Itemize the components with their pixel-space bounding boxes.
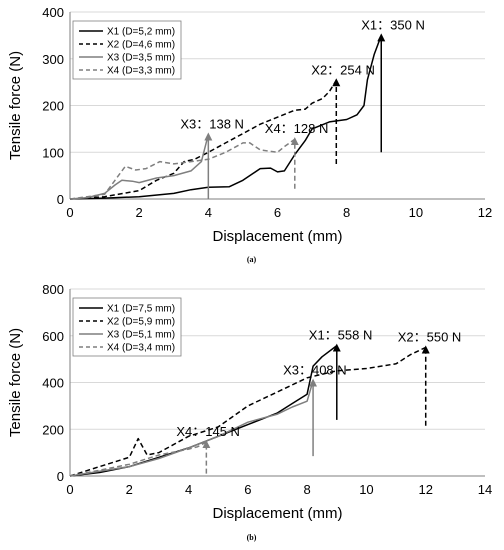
legend-label: X4 (D=3,4 mm)	[107, 343, 175, 354]
annotation-label: X2：254 N	[311, 62, 375, 77]
annotation-label: X3：138 N	[180, 116, 244, 131]
x-tick-label: 12	[418, 482, 432, 497]
annotation-label: X2：550 N	[398, 329, 462, 344]
legend-label: X2 (D=5,9 mm)	[107, 317, 175, 328]
x-tick-label: 10	[359, 482, 373, 497]
y-tick-label: 400	[42, 5, 64, 20]
legend-label: X3 (D=5,1 mm)	[107, 330, 175, 341]
series-line-x1	[69, 35, 383, 200]
y-tick-label: 0	[57, 192, 64, 207]
y-tick-label: 200	[42, 422, 64, 437]
legend-label: X3 (D=3,5 mm)	[107, 53, 175, 64]
annotation-label: X1：350 N	[361, 17, 425, 32]
series-line-x3	[69, 380, 314, 477]
chart-a: 0 100 200 300 400 0 2 4 6 8 10 12 Displacement (mm) T…	[7, 5, 492, 264]
x-tick-label: 6	[274, 205, 281, 220]
legend-box	[72, 20, 182, 80]
annotation-label: X4：145 N	[176, 424, 240, 439]
legend-label: X4 (D=3,3 mm)	[107, 66, 175, 77]
x-tick-label: 2	[136, 205, 143, 220]
annotation-label: X3：408 N	[283, 363, 347, 378]
series-line-x3	[69, 134, 210, 200]
panel-label: (a)	[247, 255, 257, 264]
series-line-x4	[69, 441, 207, 477]
annotation-label: X1：558 N	[309, 328, 373, 343]
x-tick-label: 14	[478, 482, 492, 497]
x-tick-label: 10	[409, 205, 423, 220]
x-tick-label: 8	[304, 482, 311, 497]
series-line-x2	[69, 346, 427, 477]
legend-label: X1 (D=7,5 mm)	[107, 304, 175, 315]
annotation-label: X4：128 N	[265, 121, 329, 136]
x-tick-label: 12	[478, 205, 492, 220]
y-axis-title: Tensile force (N)	[7, 51, 24, 160]
x-tick-label: 4	[185, 482, 192, 497]
legend-label: X2 (D=4,6 mm)	[107, 40, 175, 51]
x-tick-label: 0	[66, 482, 73, 497]
y-tick-label: 300	[42, 52, 64, 67]
series-line-x2	[69, 79, 337, 200]
x-tick-label: 0	[66, 205, 73, 220]
x-tick-label: 2	[126, 482, 133, 497]
y-axis-title: Tensile force (N)	[7, 328, 24, 437]
x-axis-title: Displacement (mm)	[212, 228, 342, 245]
series-line-x4	[69, 138, 296, 200]
y-tick-label: 600	[42, 329, 64, 344]
x-tick-label: 4	[205, 205, 212, 220]
y-tick-label: 800	[42, 282, 64, 297]
legend-label: X1 (D=5,2 mm)	[107, 27, 175, 38]
y-tick-label: 200	[42, 99, 64, 114]
x-tick-label: 6	[244, 482, 251, 497]
y-tick-label: 0	[57, 469, 64, 484]
x-axis-title: Displacement (mm)	[212, 505, 342, 522]
y-tick-label: 100	[42, 145, 64, 160]
x-tick-label: 8	[343, 205, 350, 220]
y-tick-label: 400	[42, 376, 64, 391]
panel-label: (b)	[247, 533, 257, 542]
chart-b: 0 200 400 600 800 0 2 4 6 8 10 12 14 Displacement (mm…	[7, 282, 492, 542]
